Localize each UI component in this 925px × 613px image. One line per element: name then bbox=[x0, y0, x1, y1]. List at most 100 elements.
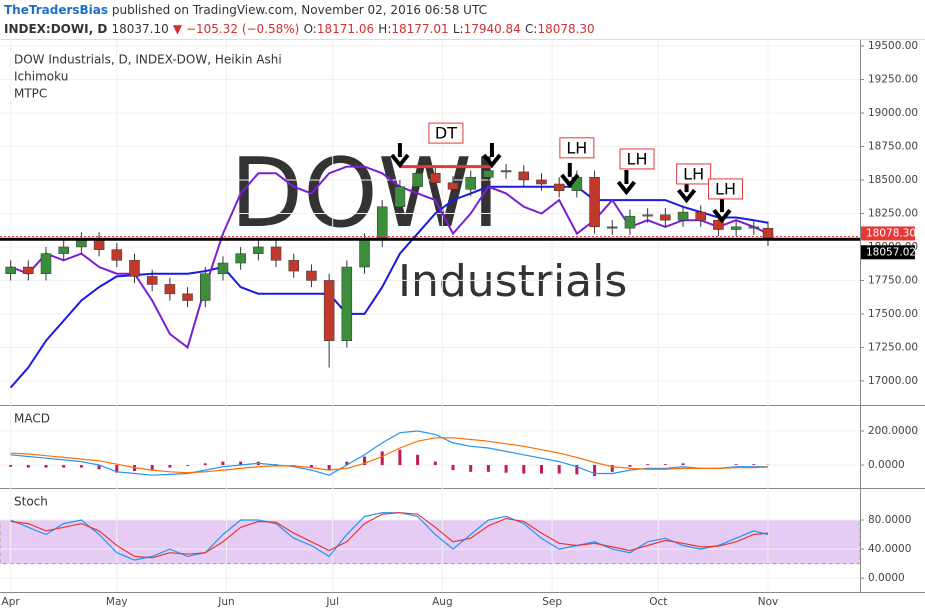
author: TheTradersBias bbox=[4, 3, 108, 17]
candle-body bbox=[412, 173, 423, 187]
histogram-bar bbox=[221, 461, 225, 466]
y-tick-label: 19250.00 bbox=[868, 74, 918, 86]
watermark: DOWI bbox=[230, 139, 500, 249]
y-tick-label: 200.0000 bbox=[868, 425, 918, 437]
ohlc-label: O: bbox=[304, 22, 317, 36]
annotation: LH bbox=[715, 179, 736, 198]
histogram-bar bbox=[186, 465, 190, 466]
y-tick-label: 18500.00 bbox=[868, 174, 918, 186]
histogram-bar bbox=[752, 464, 756, 466]
indicator-line bbox=[10, 437, 769, 474]
histogram-bar bbox=[363, 456, 367, 466]
histogram-bar bbox=[628, 465, 632, 467]
candle-body bbox=[235, 253, 246, 264]
annotation: LH bbox=[566, 138, 587, 157]
annotation: LH bbox=[683, 164, 704, 183]
price-label: 18057.02 bbox=[866, 246, 916, 258]
candle-body bbox=[642, 214, 653, 217]
price-label-box bbox=[861, 245, 915, 260]
candle-body bbox=[553, 183, 565, 191]
candle-body bbox=[713, 219, 724, 230]
candle-body bbox=[23, 266, 34, 274]
histogram-bar bbox=[62, 465, 66, 468]
histogram-bar bbox=[239, 461, 243, 466]
y-tick-label: 18250.00 bbox=[868, 207, 918, 219]
published: published on TradingView.com, November 0… bbox=[112, 3, 487, 17]
legend-entry: MTPC bbox=[14, 87, 47, 101]
indicator-line bbox=[10, 512, 769, 561]
arrow bbox=[712, 198, 732, 224]
candle-body bbox=[394, 186, 406, 208]
candle-body bbox=[270, 246, 282, 261]
x-tick-label: Nov bbox=[758, 596, 779, 608]
arrow bbox=[560, 162, 580, 189]
ohlc-label: H: bbox=[378, 22, 391, 36]
candle-body bbox=[536, 179, 547, 185]
candle-body bbox=[430, 173, 441, 183]
watermark: Industrials bbox=[398, 256, 627, 307]
histogram-bar bbox=[97, 465, 101, 470]
ohlc-label: L: bbox=[453, 22, 464, 36]
symbol: INDEX:DOWI, D bbox=[4, 22, 107, 36]
histogram-bar bbox=[575, 465, 579, 475]
histogram-bar bbox=[522, 465, 526, 474]
ohlc-value: 18171.06 bbox=[317, 22, 374, 36]
histogram-bar bbox=[345, 461, 349, 466]
indicator-line bbox=[10, 512, 769, 559]
y-tick-label: 0.0000 bbox=[868, 459, 905, 471]
candle-body bbox=[359, 239, 370, 268]
x-tick-label: May bbox=[106, 596, 128, 608]
header-line: TheTradersBias published on TradingView.… bbox=[4, 3, 487, 17]
candle-body bbox=[5, 266, 16, 274]
candle-body bbox=[748, 226, 760, 229]
x-tick-label: Apr bbox=[2, 596, 21, 608]
candle-body bbox=[323, 280, 335, 341]
y-tick-label: 0.0000 bbox=[868, 572, 905, 584]
arrow bbox=[482, 142, 502, 169]
annotation-box bbox=[619, 148, 655, 170]
x-tick-label: Oct bbox=[649, 596, 667, 608]
histogram-bar bbox=[416, 454, 420, 466]
candle-body bbox=[341, 266, 353, 341]
x-tick-label: Sep bbox=[542, 596, 562, 608]
histogram-bar bbox=[44, 465, 48, 468]
indicator-line bbox=[10, 165, 769, 350]
histogram-bar bbox=[433, 461, 437, 466]
quote-line: INDEX:DOWI, D 18037.10 ▼ −105.32 (−0.58%… bbox=[4, 22, 595, 36]
histogram-bar bbox=[557, 465, 561, 474]
stoch-band bbox=[0, 519, 861, 565]
arrow bbox=[616, 170, 636, 196]
candle-body bbox=[483, 170, 494, 178]
y-tick-label: 19500.00 bbox=[868, 40, 918, 52]
candle-body bbox=[730, 226, 742, 230]
annotation-box bbox=[559, 137, 595, 159]
histogram-bar bbox=[593, 465, 597, 477]
candle-body bbox=[40, 253, 52, 274]
y-tick-label: 80.0000 bbox=[868, 514, 911, 526]
histogram-bar bbox=[115, 465, 119, 473]
candle-body bbox=[253, 246, 264, 254]
x-tick-label: Jun bbox=[217, 596, 234, 608]
candle-body bbox=[500, 170, 512, 173]
ohlc-value: 17940.84 bbox=[464, 22, 521, 36]
price-label-box bbox=[861, 226, 915, 241]
y-tick-label: 40.0000 bbox=[868, 543, 911, 555]
annotation: LH bbox=[627, 149, 648, 168]
histogram-bar bbox=[486, 465, 490, 472]
histogram-bar bbox=[610, 465, 614, 472]
panel-title: Stoch bbox=[14, 495, 48, 509]
candle-body bbox=[58, 246, 69, 254]
candle-body bbox=[111, 249, 123, 261]
candle-body bbox=[695, 211, 706, 221]
histogram-bar bbox=[9, 465, 13, 467]
histogram-bar bbox=[79, 465, 83, 468]
y-tick-label: 17250.00 bbox=[868, 341, 918, 353]
y-tick-label: 19000.00 bbox=[868, 107, 918, 119]
histogram-bar bbox=[663, 464, 667, 466]
x-tick-label: Aug bbox=[432, 596, 453, 608]
candle-body bbox=[660, 214, 671, 221]
candle-body bbox=[146, 276, 158, 285]
annotation: DT bbox=[435, 124, 457, 143]
histogram-bar bbox=[646, 464, 650, 466]
